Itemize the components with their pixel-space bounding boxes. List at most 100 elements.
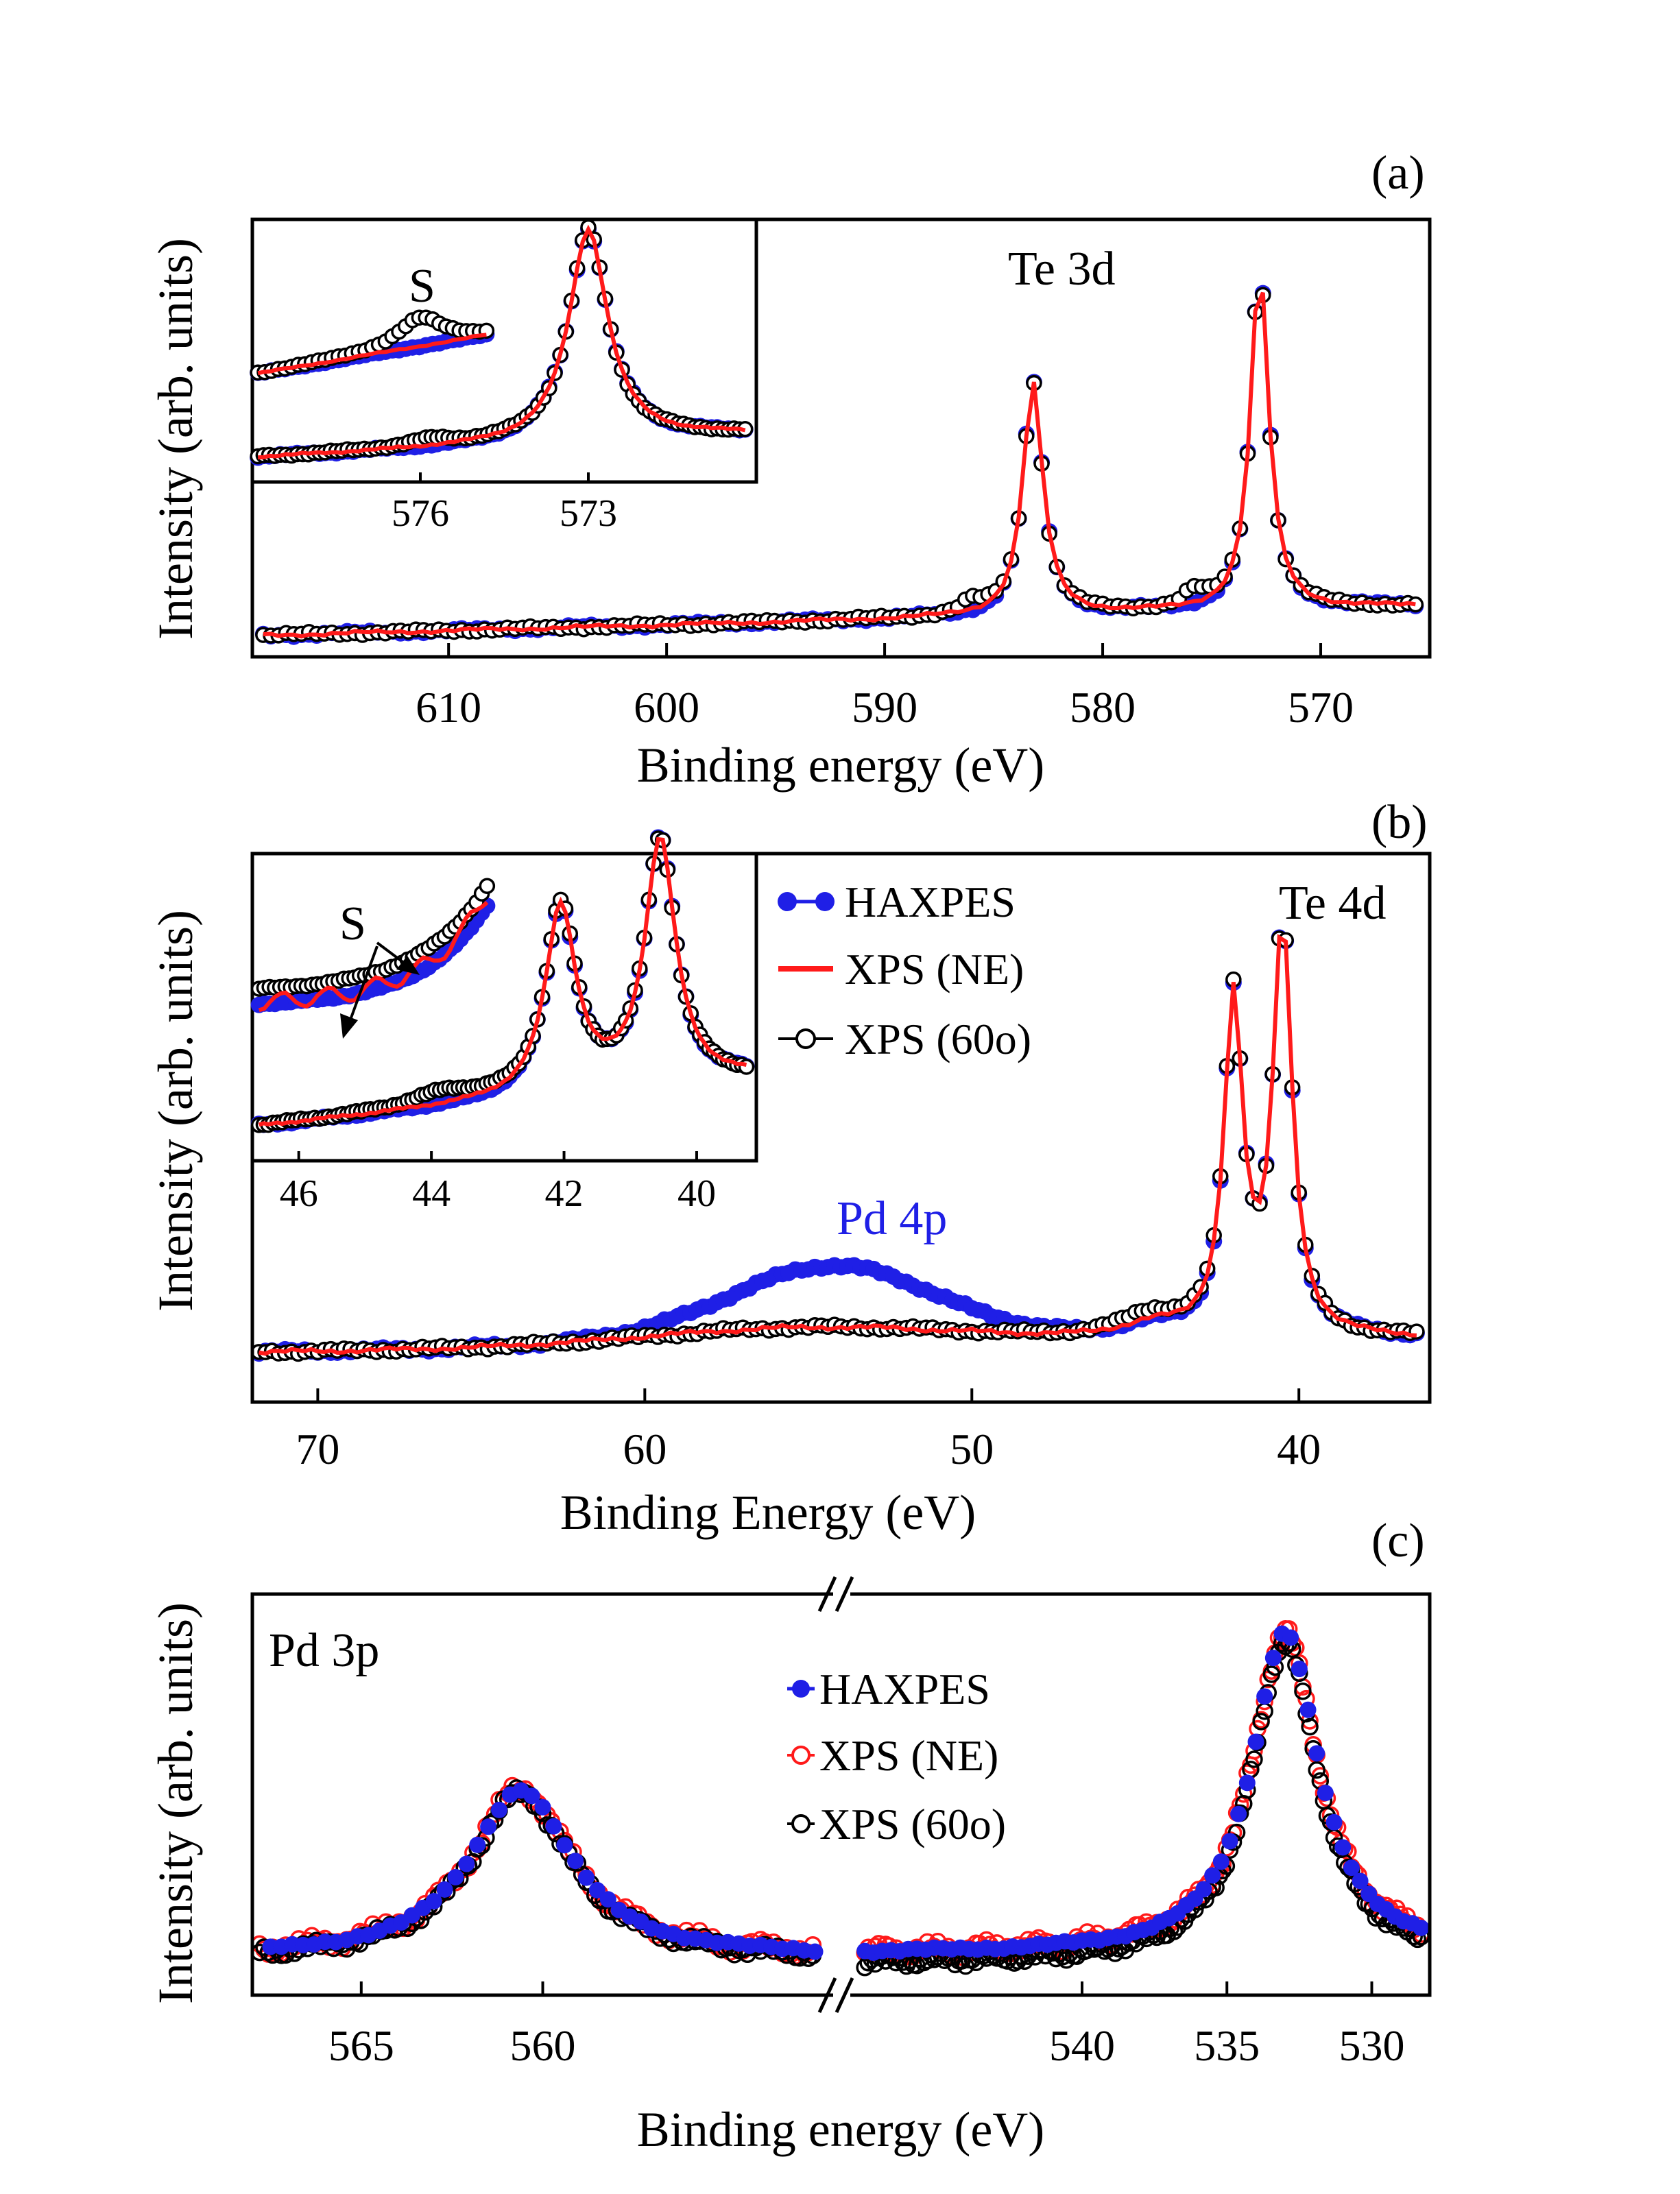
c-haxpes-point [1352, 1872, 1369, 1890]
c-haxpes-point [1247, 1733, 1264, 1750]
a-inset-xps-ne-line [258, 224, 746, 460]
c-xps-60-point [1301, 1717, 1319, 1736]
panel-a-xlabel: Binding energy (eV) [637, 738, 1045, 793]
panel-b-label: (b) [1371, 796, 1428, 849]
legend-xps-60-label: XPS (60o) [845, 1015, 1031, 1063]
panel-b-plot-area [250, 929, 1425, 1362]
c-haxpes-point [545, 1818, 562, 1835]
b-inset-zoom-xps-60-point [479, 878, 496, 894]
legend-c-haxpes-marker [792, 1680, 810, 1698]
inset-tick-label: 46 [280, 1172, 318, 1215]
c-haxpes-point [534, 1798, 551, 1816]
panel-c-x-ticks: 565 560 540 535 530 [328, 1981, 1405, 2070]
panel-c-ylabel: Intensity (arb. units) [148, 1602, 203, 2004]
c-haxpes-point [1256, 1688, 1273, 1705]
legend-c-xps-60-label: XPS (60o) [819, 1800, 1006, 1848]
inset-tick-label: 44 [412, 1172, 451, 1215]
panel-c-axis-break [817, 1576, 854, 2014]
c-haxpes-point [1334, 1839, 1352, 1856]
c-haxpes-point [1230, 1805, 1247, 1822]
c-haxpes-point [1308, 1745, 1325, 1762]
panel-a-inset-plot [250, 219, 754, 466]
legend-c-haxpes-label: HAXPES [819, 1665, 990, 1713]
panel-a-inset-annotation: S [409, 260, 435, 313]
panel-c-label: (c) [1371, 1515, 1425, 1567]
panel-a-inset-ticks: 576 573 [392, 472, 617, 535]
x-tick-label: 590 [852, 683, 917, 732]
x-tick-label: 60 [623, 1425, 667, 1473]
panel-b-inset-annotation: S [339, 897, 366, 950]
x-tick-label: 70 [296, 1425, 339, 1473]
c-haxpes-point [523, 1787, 540, 1805]
legend-haxpes-label: HAXPES [845, 878, 1016, 926]
panel-a-ylabel: Intensity (arb. units) [148, 238, 203, 640]
c-haxpes-point [1317, 1785, 1334, 1802]
c-haxpes-point [490, 1801, 507, 1818]
panel-b-ylabel: Intensity (arb. units) [148, 910, 203, 1312]
panel-a-x-ticks: 610 600 590 580 570 [416, 643, 1354, 732]
legend-xps-60-marker [795, 1028, 816, 1049]
c-haxpes-point [425, 1892, 442, 1909]
panel-a-label: (a) [1371, 147, 1425, 200]
panel-b: (b) Intensity (arb. units) 70 60 50 40 Bind… [148, 796, 1432, 1540]
c-haxpes-point [458, 1855, 475, 1872]
x-tick-label: 580 [1070, 683, 1136, 732]
c-xps-60-point [1245, 1750, 1263, 1768]
c-haxpes-point [1413, 1919, 1430, 1936]
a-inset-zoom-xps-ne-line [257, 333, 487, 376]
panel-b-xlabel: Binding Energy (eV) [560, 1485, 976, 1540]
c-haxpes-point [556, 1837, 573, 1854]
x-tick-label: 560 [510, 2021, 576, 2070]
legend-xps-ne-label: XPS (NE) [845, 945, 1024, 993]
c-haxpes-point [1325, 1813, 1343, 1831]
b-xps-ne-line [258, 934, 1417, 1356]
c-haxpes-point [436, 1881, 453, 1898]
c-haxpes-point [588, 1881, 605, 1898]
c-haxpes-point [1343, 1859, 1360, 1877]
panel-b-inset-arrow-1 [348, 945, 379, 1022]
panel-c-plot-area [250, 1620, 1430, 1977]
x-tick-label: 565 [328, 2021, 394, 2070]
c-xps-60-point [1294, 1683, 1312, 1700]
c-haxpes-point [1195, 1881, 1212, 1898]
c-haxpes-point [599, 1891, 616, 1908]
c-haxpes-point [1221, 1833, 1238, 1850]
panel-b-inset: 46 44 42 40 S [250, 829, 758, 1215]
c-haxpes-point [1291, 1661, 1308, 1678]
c-haxpes-point [1212, 1853, 1229, 1870]
x-tick-label: 610 [416, 683, 481, 732]
panel-b-inset-ticks: 46 44 42 40 [280, 1151, 716, 1215]
x-tick-label: 535 [1194, 2021, 1260, 2070]
c-haxpes-point [447, 1868, 464, 1885]
x-tick-label: 40 [1277, 1425, 1321, 1473]
panel-a-annotation: Te 3d [1008, 243, 1115, 296]
legend-c-xps-ne-marker [791, 1746, 811, 1765]
c-haxpes-point [1264, 1650, 1282, 1667]
x-tick-label: 570 [1288, 683, 1354, 732]
panel-a-plot-area [254, 285, 1424, 645]
panel-b-inset-arrow-2 [376, 941, 406, 965]
b-inset-zoom-xps-ne-line [258, 900, 489, 1013]
legend-haxpes-marker-2 [815, 892, 835, 911]
c-haxpes-point [578, 1869, 595, 1886]
x-tick-label: 530 [1339, 2021, 1405, 2070]
panel-c-xlabel: Binding energy (eV) [637, 2102, 1045, 2157]
inset-tick-label: 42 [545, 1172, 584, 1215]
panel-c-annotation: Pd 3p [269, 1624, 379, 1677]
inset-tick-label: 40 [677, 1172, 716, 1215]
x-tick-label: 50 [950, 1425, 994, 1473]
legend-c-xps-60-marker [791, 1814, 811, 1833]
panel-a: (a) Intensity (arb. units) 610 600 590 580 5… [148, 147, 1432, 793]
inset-tick-label: 576 [392, 492, 449, 535]
panel-a-inset-frame [250, 217, 758, 484]
b-inset-xps-ne-line [258, 836, 747, 1127]
panel-b-legend: HAXPES XPS (NE) XPS (60o) [778, 878, 1031, 1063]
panel-b-x-ticks: 70 60 50 40 [296, 1388, 1321, 1473]
legend-haxpes-marker [778, 892, 797, 911]
c-haxpes-point [480, 1818, 497, 1835]
panel-a-inset: 576 573 S [250, 217, 758, 535]
c-haxpes-point [1204, 1867, 1221, 1884]
panel-b-pd4p-annotation: Pd 4p [837, 1192, 947, 1245]
panel-b-inset-arrowhead-2 [396, 956, 420, 975]
